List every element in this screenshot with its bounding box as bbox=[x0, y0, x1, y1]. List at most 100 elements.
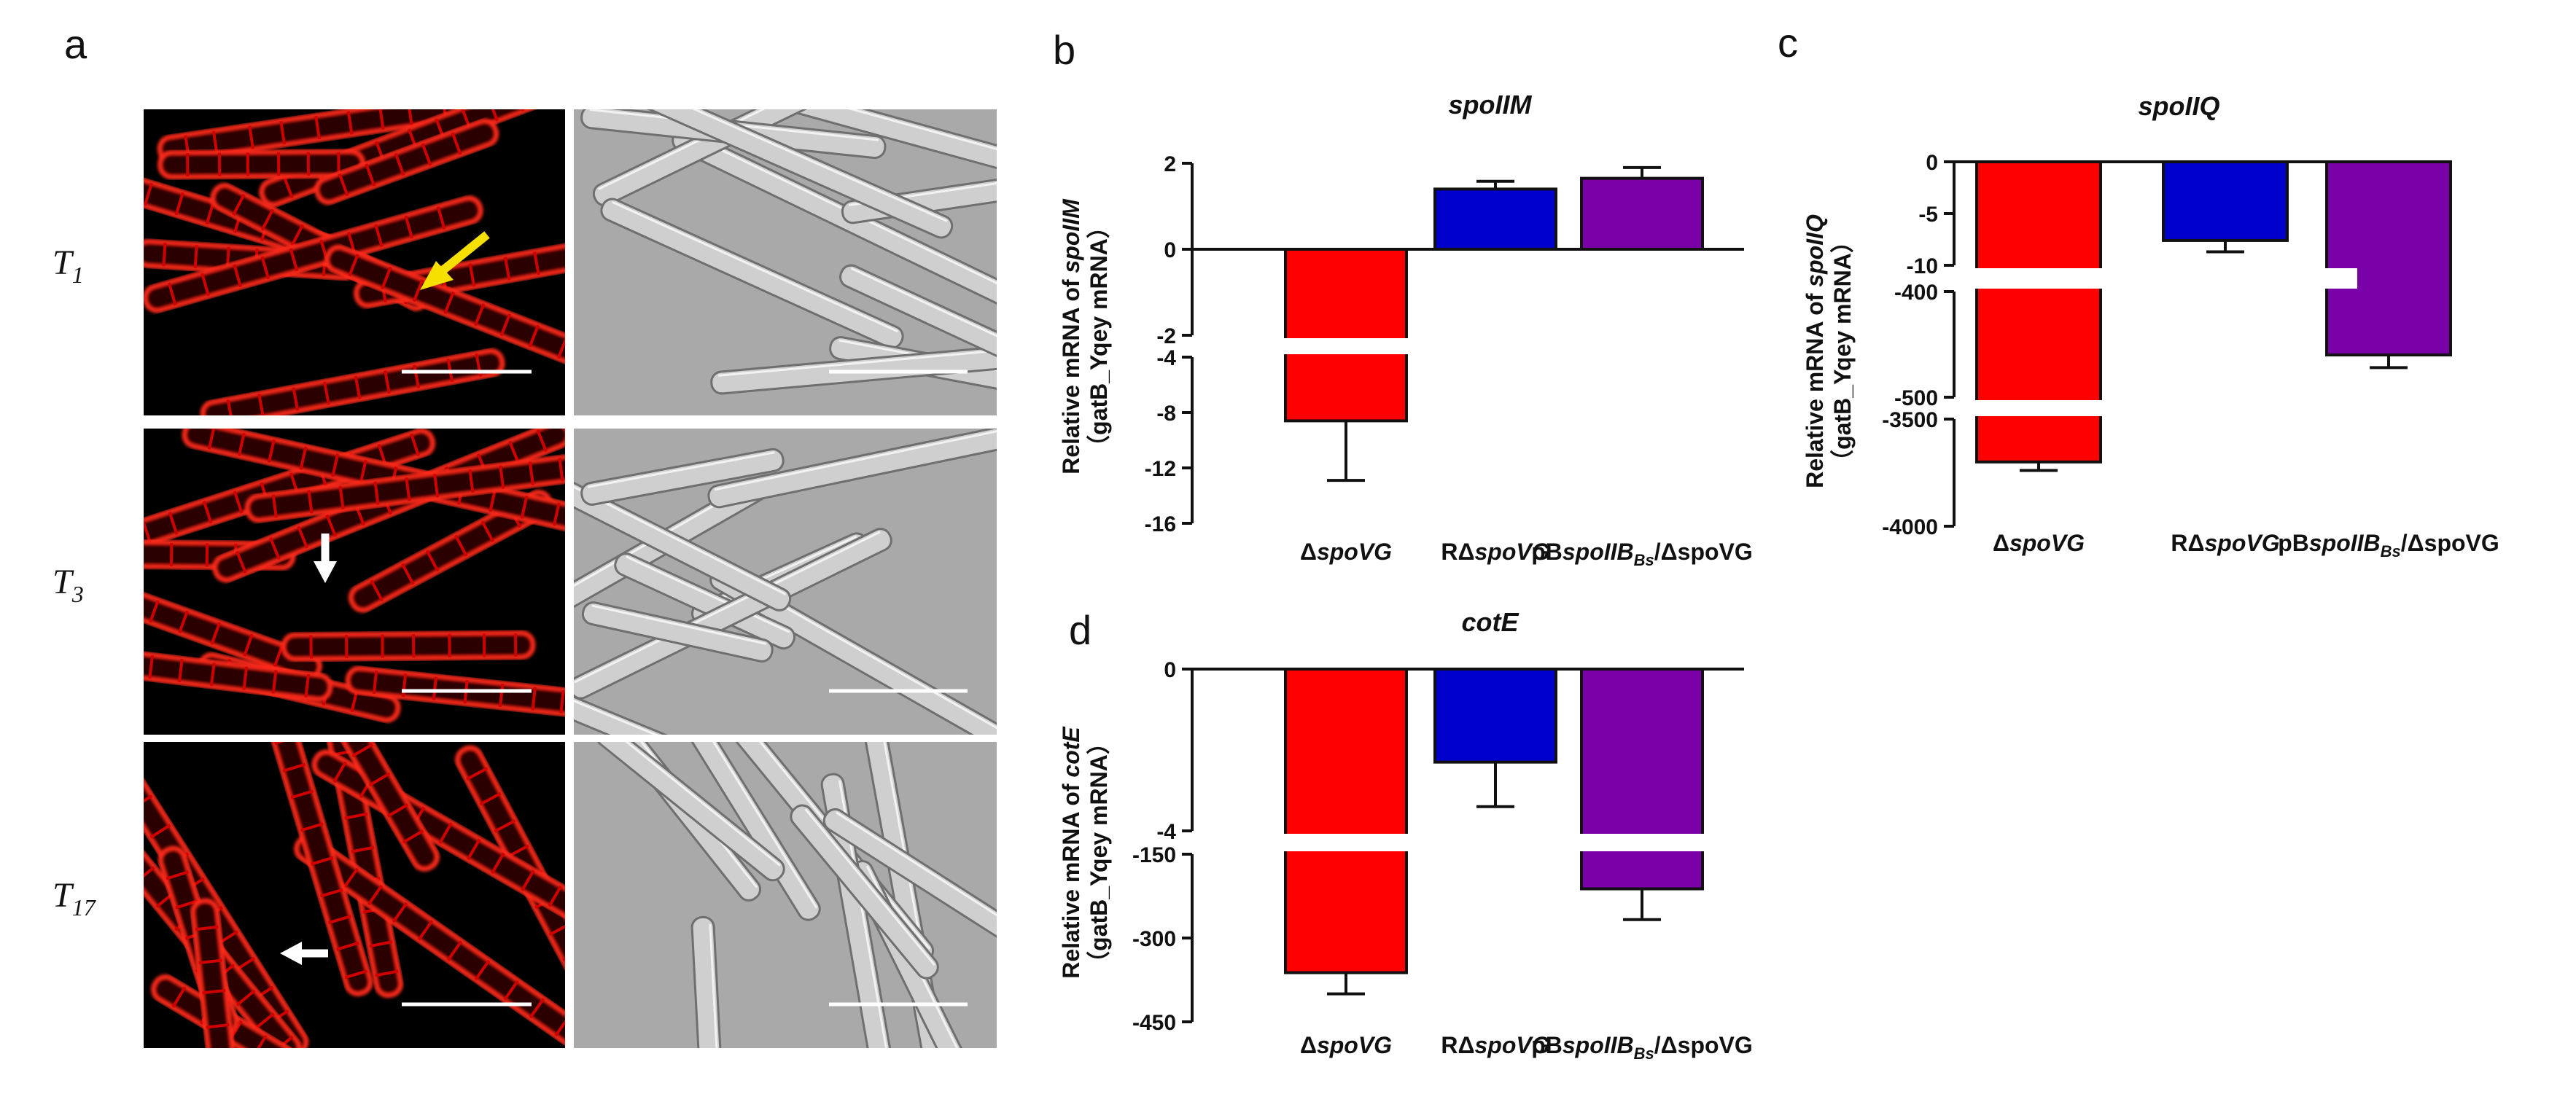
septum bbox=[446, 940, 463, 961]
cell-group bbox=[119, 429, 565, 724]
septum bbox=[267, 439, 276, 463]
septum bbox=[405, 477, 411, 501]
y-tick-label: -300 bbox=[1132, 927, 1176, 951]
septum bbox=[177, 658, 184, 683]
septum bbox=[375, 969, 399, 977]
septum bbox=[85, 165, 92, 187]
septum bbox=[436, 206, 446, 230]
septum bbox=[117, 175, 124, 198]
y-tick-label: -3500 bbox=[1882, 408, 1938, 432]
cell-chain bbox=[281, 630, 536, 662]
dic-cell-outline bbox=[690, 915, 724, 1048]
septum bbox=[205, 201, 215, 225]
septum bbox=[56, 156, 63, 179]
white-arrow-icon bbox=[280, 942, 328, 965]
septum bbox=[533, 251, 540, 276]
dic-highlight bbox=[717, 347, 997, 377]
y-tick-label: -500 bbox=[1894, 386, 1938, 410]
septum bbox=[338, 173, 349, 197]
dic-cell-outline bbox=[707, 429, 997, 509]
septum bbox=[467, 838, 481, 861]
septum bbox=[421, 143, 432, 166]
axis-break-gap bbox=[1951, 400, 2357, 416]
dic-cell-outline bbox=[600, 198, 904, 349]
septum bbox=[119, 589, 127, 611]
dic-highlight bbox=[804, 808, 935, 966]
septum bbox=[410, 433, 420, 457]
fluorescence-image bbox=[116, 742, 565, 1071]
dic-cell-outline bbox=[839, 264, 997, 415]
axis-break-gap bbox=[1951, 268, 2357, 289]
panel-letter-b: b bbox=[1053, 27, 1075, 73]
septum bbox=[528, 461, 534, 485]
time-label: T17 bbox=[52, 876, 97, 921]
dic-highlight bbox=[714, 430, 997, 491]
septum bbox=[378, 109, 385, 130]
dic-image bbox=[574, 109, 997, 415]
septum bbox=[323, 381, 330, 405]
cell-outline bbox=[244, 442, 565, 523]
septum bbox=[474, 959, 491, 981]
septum bbox=[386, 803, 409, 818]
septum bbox=[536, 429, 548, 453]
septum bbox=[167, 282, 177, 306]
septum bbox=[280, 1051, 292, 1071]
septum bbox=[578, 65, 586, 87]
y-tick-label: 0 bbox=[1164, 658, 1176, 682]
y-axis-label: Relative mRNA of cotE bbox=[1058, 726, 1084, 979]
septum bbox=[473, 303, 486, 327]
dic-cell-chain bbox=[790, 804, 939, 980]
cell-chain bbox=[324, 244, 565, 415]
septum bbox=[351, 743, 374, 758]
septum bbox=[552, 502, 561, 526]
arrow-shaft bbox=[439, 231, 490, 275]
septum bbox=[479, 792, 502, 806]
septum bbox=[307, 490, 314, 514]
septum bbox=[174, 192, 184, 216]
dic-cell-chain bbox=[710, 343, 997, 395]
dic-cell-chain bbox=[839, 264, 997, 415]
dic-cell-group bbox=[574, 429, 997, 735]
septum bbox=[351, 845, 375, 853]
septum bbox=[344, 969, 368, 980]
septum bbox=[400, 563, 415, 585]
septum bbox=[248, 125, 254, 149]
dic-highlight bbox=[701, 742, 931, 950]
septum bbox=[178, 610, 189, 634]
dic-highlight bbox=[574, 531, 881, 684]
septum bbox=[372, 670, 378, 694]
dic-highlight bbox=[574, 443, 786, 595]
cell-outline bbox=[144, 195, 483, 313]
septum bbox=[144, 520, 152, 544]
septum bbox=[503, 257, 511, 281]
category-label: RΔspoVG bbox=[2171, 530, 2279, 556]
time-label: T3 bbox=[52, 563, 84, 607]
dic-image bbox=[574, 742, 997, 1048]
dic-cell-outline bbox=[595, 742, 785, 882]
y-tick-label: -4 bbox=[1156, 820, 1176, 844]
septum bbox=[348, 254, 359, 277]
cell-chain bbox=[144, 636, 333, 702]
dic-cell-chain bbox=[581, 601, 774, 663]
chart-spoIIQ: spoIIQ Relative mRNA of spoIIQ （gatB_Yqey … bbox=[1802, 91, 2499, 560]
septum bbox=[365, 163, 376, 187]
y-tick-label: -2 bbox=[1156, 324, 1176, 348]
fluorescence-image bbox=[119, 429, 565, 735]
septum bbox=[529, 998, 545, 1019]
septum bbox=[202, 500, 213, 524]
septum bbox=[466, 767, 489, 781]
septum bbox=[116, 771, 136, 783]
y-tick-label: -12 bbox=[1145, 457, 1176, 481]
septum bbox=[381, 266, 392, 290]
septum bbox=[149, 600, 160, 623]
bar bbox=[2162, 160, 2289, 242]
septum bbox=[242, 666, 249, 690]
bar bbox=[1580, 176, 1704, 251]
septum bbox=[548, 885, 563, 907]
bar bbox=[1284, 668, 1408, 974]
dic-cell-group bbox=[580, 109, 997, 415]
chart-cotE: cotE Relative mRNA of cotE （gatB_Yqey mRNA… bbox=[1058, 607, 1753, 1063]
septum bbox=[209, 1055, 233, 1058]
septum bbox=[202, 988, 226, 995]
